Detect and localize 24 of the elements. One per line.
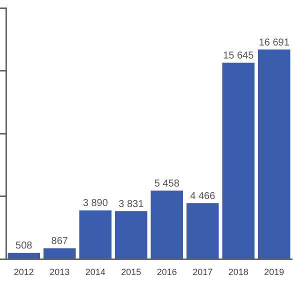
x-tick-label: 2019 bbox=[264, 267, 284, 278]
data-label: 3 890 bbox=[82, 198, 108, 210]
bar bbox=[8, 252, 40, 258]
data-label: 16 691 bbox=[258, 37, 290, 48]
bar bbox=[43, 248, 76, 258]
x-tick-label: 2016 bbox=[156, 267, 177, 278]
x-tick-label: 2017 bbox=[192, 267, 213, 278]
x-tick-label: 2018 bbox=[228, 267, 248, 278]
bar bbox=[79, 210, 112, 258]
data-label: 3 831 bbox=[118, 198, 144, 210]
bar bbox=[186, 203, 219, 258]
data-label: 15 645 bbox=[223, 50, 254, 62]
x-tick-label: 2015 bbox=[121, 267, 142, 278]
data-label: 4 466 bbox=[190, 190, 216, 202]
bar bbox=[150, 190, 184, 258]
data-label: 5 458 bbox=[154, 178, 180, 190]
x-tick-label: 2014 bbox=[85, 267, 106, 278]
x-tick-label: 2012 bbox=[14, 267, 34, 278]
data-label: 508 bbox=[16, 240, 33, 252]
bar bbox=[114, 211, 148, 258]
bar bbox=[222, 62, 255, 258]
bar bbox=[258, 50, 290, 258]
data-label: 867 bbox=[51, 236, 68, 248]
x-tick-label: 2013 bbox=[50, 267, 70, 278]
